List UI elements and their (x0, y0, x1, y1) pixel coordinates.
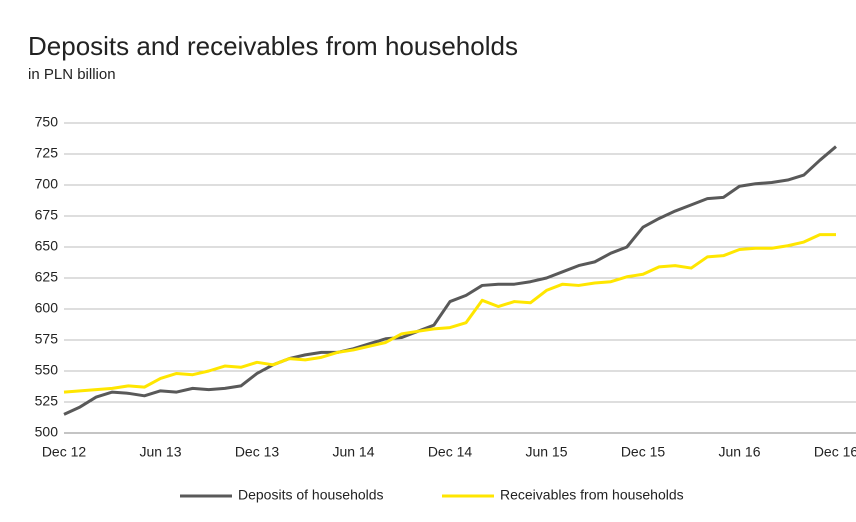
chart-subtitle: in PLN billion (28, 66, 116, 83)
x-tick-label: Dec 13 (235, 444, 280, 460)
legend-label: Deposits of households (238, 487, 384, 503)
legend-label: Receivables from households (500, 487, 684, 503)
series-line (63, 233, 836, 394)
x-tick-label: Jun 15 (525, 444, 567, 460)
series-line (63, 145, 837, 416)
y-tick-label: 675 (35, 207, 59, 223)
y-tick-label: 500 (35, 424, 59, 440)
x-tick-label: Dec 14 (428, 444, 473, 460)
y-tick-label: 725 (35, 145, 59, 161)
y-tick-label: 650 (35, 238, 59, 254)
x-tick-label: Dec 15 (621, 444, 666, 460)
x-tick-label: Jun 16 (718, 444, 760, 460)
y-tick-label: 525 (35, 393, 59, 409)
x-tick-label: Dec 12 (42, 444, 87, 460)
y-tick-label: 700 (35, 176, 59, 192)
x-tick-label: Jun 14 (332, 444, 374, 460)
y-tick-label: 575 (35, 331, 59, 347)
x-tick-label: Dec 16 (814, 444, 856, 460)
y-tick-label: 550 (35, 362, 59, 378)
y-tick-label: 625 (35, 269, 59, 285)
y-tick-label: 600 (35, 300, 59, 316)
chart-title: Deposits and receivables from households (28, 31, 518, 61)
y-tick-label: 750 (35, 114, 59, 130)
x-tick-label: Jun 13 (139, 444, 181, 460)
